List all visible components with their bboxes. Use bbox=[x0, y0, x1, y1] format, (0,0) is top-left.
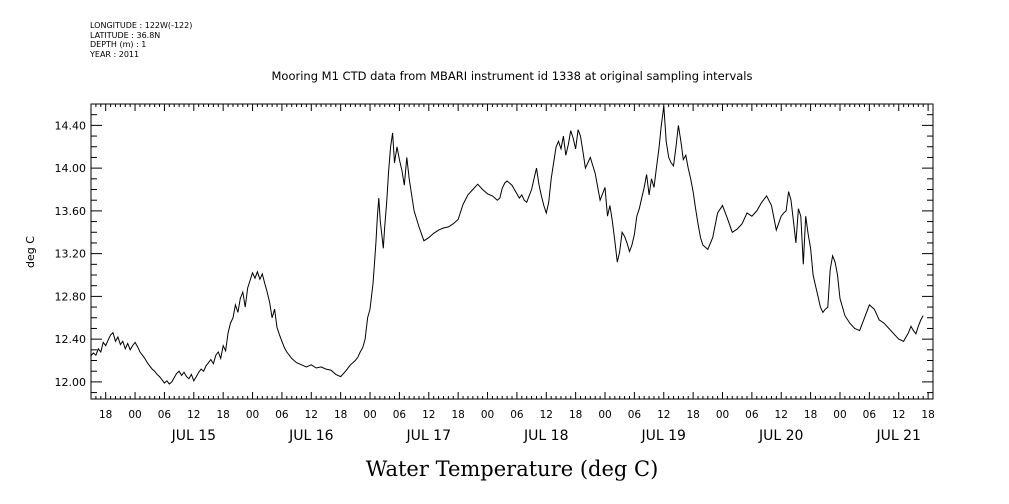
x-hour-label: 18 bbox=[334, 409, 347, 421]
y-tick-label: 12.40 bbox=[55, 333, 87, 346]
x-hour-label: 12 bbox=[422, 409, 435, 421]
y-axis-label: deg C bbox=[24, 236, 37, 268]
x-hour-label: 00 bbox=[833, 409, 846, 421]
x-hour-label: 18 bbox=[99, 409, 112, 421]
footer-title: Water Temperature (deg C) bbox=[366, 457, 659, 481]
chart-title: Mooring M1 CTD data from MBARI instrumen… bbox=[272, 69, 753, 83]
x-hour-label: 06 bbox=[745, 409, 759, 421]
y-tick-labels: 12.00 12.40 12.80 13.20 13.60 14.00 14.40 bbox=[55, 119, 87, 389]
x-hour-label: 18 bbox=[804, 409, 817, 421]
x-hour-label: 18 bbox=[686, 409, 699, 421]
y-tick-label: 13.60 bbox=[55, 205, 87, 218]
x-hour-label: 06 bbox=[275, 409, 289, 421]
x-hour-label: 06 bbox=[158, 409, 172, 421]
x-day-label: JUL 17 bbox=[406, 428, 451, 444]
y-tick-label: 14.00 bbox=[55, 162, 87, 175]
y-tick-label: 12.80 bbox=[55, 290, 87, 303]
x-hour-label: 12 bbox=[775, 409, 788, 421]
latitude-label: LATITUDE : 36.8N bbox=[90, 30, 161, 40]
x-day-label: JUL 19 bbox=[641, 428, 686, 444]
x-hour-label: 12 bbox=[540, 409, 553, 421]
y-tick-label: 12.00 bbox=[55, 376, 87, 389]
x-hour-label: 18 bbox=[569, 409, 582, 421]
x-hour-label: 06 bbox=[393, 409, 407, 421]
x-day-label: JUL 15 bbox=[171, 428, 216, 444]
x-day-label: JUL 16 bbox=[288, 428, 334, 444]
x-hour-label: 00 bbox=[363, 409, 376, 421]
x-day-label: JUL 20 bbox=[758, 428, 803, 444]
x-hour-label: 06 bbox=[628, 409, 642, 421]
x-hour-label: 12 bbox=[657, 409, 670, 421]
year-label: YEAR : 2011 bbox=[90, 49, 140, 59]
x-hour-label: 00 bbox=[481, 409, 494, 421]
x-tick-labels: 18 00 06 12 18 00 06 12 18 00 06 12 18 00 06 12 18 00 06 12… bbox=[99, 409, 935, 444]
x-hour-label: 00 bbox=[246, 409, 259, 421]
x-hour-label: 06 bbox=[863, 409, 877, 421]
depth-label: DEPTH (m) : 1 bbox=[90, 40, 147, 49]
metadata-block: LONGITUDE : 122W(-122) LATITUDE : 36.8N … bbox=[90, 21, 192, 59]
plot-frame bbox=[90, 103, 934, 400]
x-hour-label: 00 bbox=[716, 409, 729, 421]
x-hour-label: 12 bbox=[187, 409, 200, 421]
x-hour-label: 18 bbox=[216, 409, 229, 421]
x-hour-label: 06 bbox=[510, 409, 524, 421]
x-hour-label: 00 bbox=[598, 409, 611, 421]
x-hour-label: 18 bbox=[921, 409, 934, 421]
x-day-label: JUL 21 bbox=[876, 428, 921, 444]
y-tick-label: 13.20 bbox=[55, 248, 87, 261]
x-hour-label: 18 bbox=[451, 409, 464, 421]
y-tick-label: 14.40 bbox=[55, 119, 87, 132]
x-hour-label: 12 bbox=[305, 409, 318, 421]
axis-ticks bbox=[90, 104, 934, 399]
x-hour-label: 00 bbox=[128, 409, 141, 421]
x-hour-label: 12 bbox=[892, 409, 905, 421]
water-temperature-line bbox=[90, 106, 924, 385]
longitude-label: LONGITUDE : 122W(-122) bbox=[90, 21, 193, 30]
x-day-label: JUL 18 bbox=[523, 428, 568, 444]
